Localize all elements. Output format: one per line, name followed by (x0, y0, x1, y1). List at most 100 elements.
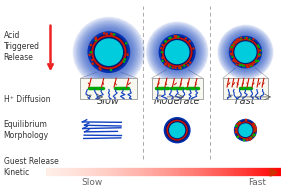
Ellipse shape (80, 23, 138, 81)
Ellipse shape (238, 123, 253, 137)
Ellipse shape (256, 61, 257, 62)
Ellipse shape (250, 65, 251, 66)
Ellipse shape (124, 59, 126, 60)
Ellipse shape (235, 131, 237, 133)
Ellipse shape (235, 61, 236, 62)
Ellipse shape (223, 30, 268, 74)
Ellipse shape (193, 48, 194, 49)
Ellipse shape (233, 43, 234, 44)
Ellipse shape (239, 64, 240, 65)
Ellipse shape (236, 121, 255, 139)
Ellipse shape (89, 54, 90, 56)
Ellipse shape (260, 54, 261, 55)
Ellipse shape (92, 63, 93, 64)
Ellipse shape (148, 24, 206, 80)
Ellipse shape (228, 35, 263, 70)
Ellipse shape (239, 124, 252, 136)
Ellipse shape (254, 134, 255, 136)
Ellipse shape (166, 41, 189, 64)
Text: Acid
Triggered
Release: Acid Triggered Release (3, 31, 39, 62)
Ellipse shape (235, 42, 256, 62)
Ellipse shape (112, 34, 114, 35)
Ellipse shape (246, 65, 247, 66)
Ellipse shape (226, 33, 265, 71)
Ellipse shape (179, 67, 180, 68)
Text: H⁺: H⁺ (227, 94, 234, 99)
Ellipse shape (247, 139, 248, 140)
Ellipse shape (175, 67, 176, 68)
Ellipse shape (259, 55, 260, 56)
Ellipse shape (164, 40, 190, 65)
Ellipse shape (251, 136, 252, 138)
Ellipse shape (256, 60, 257, 61)
Ellipse shape (151, 26, 204, 78)
Ellipse shape (185, 38, 186, 39)
Ellipse shape (169, 38, 170, 39)
Ellipse shape (243, 139, 245, 141)
Ellipse shape (232, 56, 233, 57)
Ellipse shape (162, 60, 163, 61)
Ellipse shape (249, 139, 251, 140)
Ellipse shape (235, 41, 236, 42)
Ellipse shape (175, 37, 176, 38)
Ellipse shape (232, 45, 233, 46)
Ellipse shape (241, 37, 242, 38)
Ellipse shape (231, 38, 259, 66)
Ellipse shape (165, 41, 166, 42)
Ellipse shape (219, 26, 272, 78)
Ellipse shape (235, 129, 237, 130)
Ellipse shape (165, 64, 166, 65)
Ellipse shape (104, 33, 105, 34)
Ellipse shape (235, 120, 256, 141)
Ellipse shape (110, 69, 112, 70)
Ellipse shape (243, 66, 244, 67)
Ellipse shape (253, 63, 254, 64)
Ellipse shape (245, 38, 246, 39)
Ellipse shape (126, 43, 127, 44)
Ellipse shape (253, 39, 254, 40)
Ellipse shape (237, 124, 238, 125)
Ellipse shape (88, 32, 130, 72)
Text: H⁺: H⁺ (157, 94, 163, 99)
Ellipse shape (230, 49, 231, 50)
Ellipse shape (240, 39, 241, 40)
Ellipse shape (164, 118, 190, 143)
Ellipse shape (161, 52, 162, 53)
Ellipse shape (255, 129, 256, 130)
Ellipse shape (247, 139, 248, 140)
Ellipse shape (189, 41, 190, 42)
Ellipse shape (254, 124, 255, 125)
Ellipse shape (240, 64, 241, 65)
Ellipse shape (218, 25, 273, 79)
Ellipse shape (165, 41, 166, 42)
Ellipse shape (165, 64, 166, 65)
Ellipse shape (155, 30, 199, 74)
Ellipse shape (253, 135, 255, 136)
Ellipse shape (224, 31, 267, 73)
Ellipse shape (73, 17, 144, 87)
Ellipse shape (236, 125, 237, 127)
Ellipse shape (90, 52, 92, 53)
Ellipse shape (91, 34, 127, 70)
Ellipse shape (220, 27, 271, 77)
Ellipse shape (187, 65, 188, 66)
Text: Slow: Slow (97, 96, 120, 106)
Ellipse shape (168, 64, 169, 65)
Ellipse shape (83, 27, 134, 77)
Ellipse shape (162, 57, 163, 58)
Ellipse shape (255, 126, 256, 128)
Ellipse shape (92, 59, 93, 61)
Ellipse shape (239, 121, 240, 123)
Ellipse shape (84, 28, 133, 76)
Ellipse shape (127, 54, 128, 55)
Ellipse shape (235, 61, 236, 62)
Text: Fast: Fast (235, 96, 256, 106)
Ellipse shape (232, 45, 233, 46)
Text: Equilibrium
Morphology: Equilibrium Morphology (3, 120, 49, 140)
Ellipse shape (222, 29, 269, 75)
Ellipse shape (233, 44, 234, 45)
Ellipse shape (249, 39, 250, 40)
Ellipse shape (233, 46, 234, 47)
Ellipse shape (259, 50, 260, 51)
Ellipse shape (148, 23, 207, 81)
